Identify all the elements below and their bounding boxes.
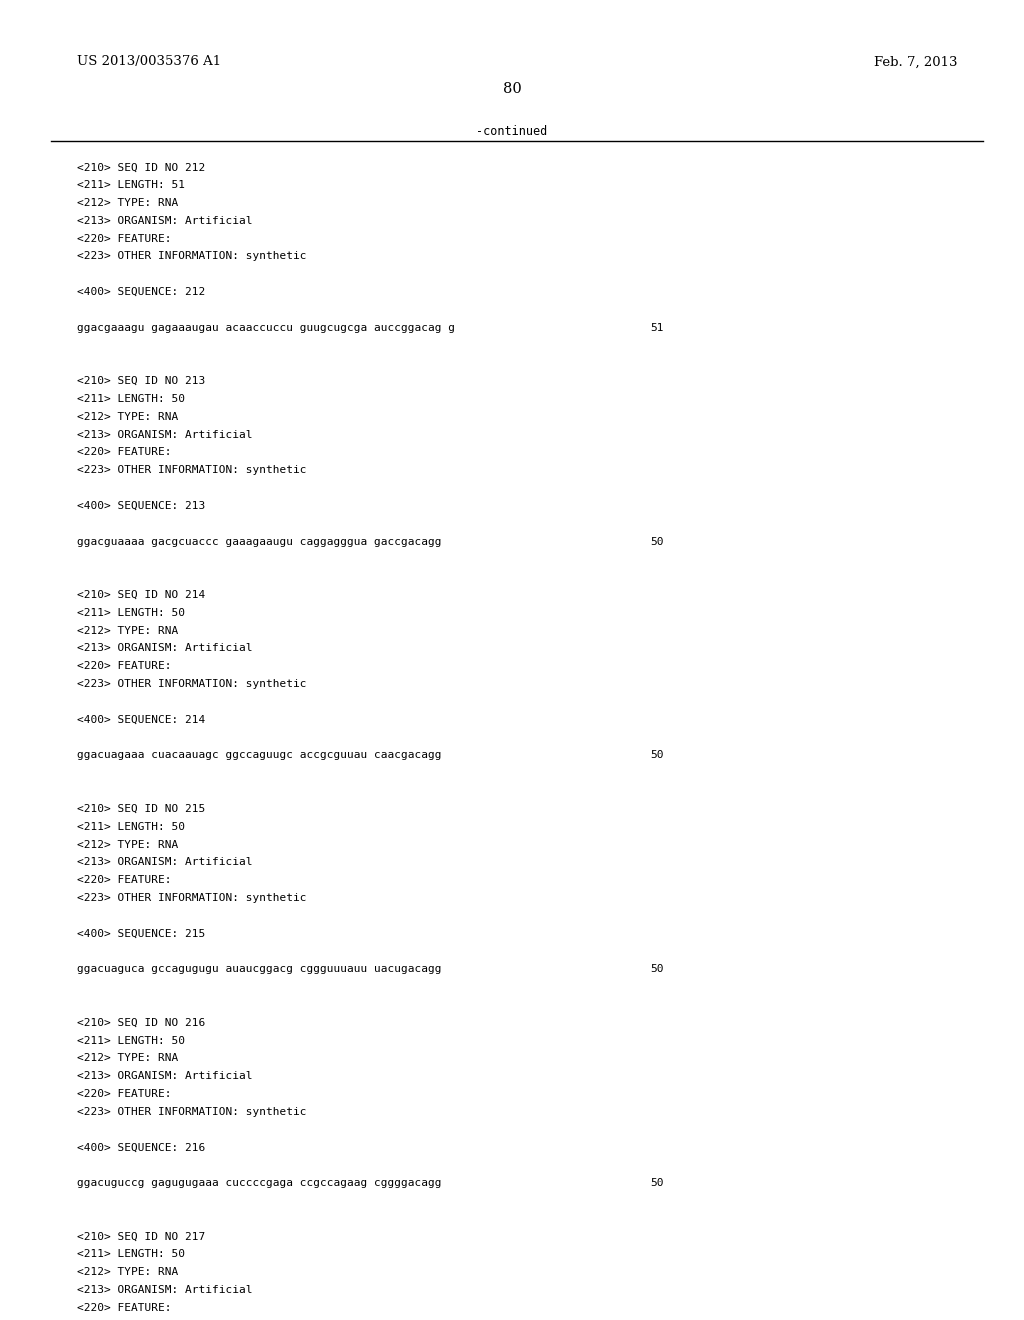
Text: <213> ORGANISM: Artificial: <213> ORGANISM: Artificial [77, 1071, 252, 1081]
Text: <210> SEQ ID NO 212: <210> SEQ ID NO 212 [77, 162, 205, 173]
Text: ggacguaaaa gacgcuaccc gaaagaaugu caggagggua gaccgacagg: ggacguaaaa gacgcuaccc gaaagaaugu caggagg… [77, 536, 441, 546]
Text: <220> FEATURE:: <220> FEATURE: [77, 447, 171, 458]
Text: <210> SEQ ID NO 213: <210> SEQ ID NO 213 [77, 376, 205, 387]
Text: <212> TYPE: RNA: <212> TYPE: RNA [77, 1267, 178, 1278]
Text: 51: 51 [650, 322, 664, 333]
Text: <220> FEATURE:: <220> FEATURE: [77, 1089, 171, 1100]
Text: 80: 80 [503, 82, 521, 96]
Text: ggacuagaaa cuacaauagc ggccaguugc accgcguuau caacgacagg: ggacuagaaa cuacaauagc ggccaguugc accgcgu… [77, 750, 441, 760]
Text: <213> ORGANISM: Artificial: <213> ORGANISM: Artificial [77, 857, 252, 867]
Text: <212> TYPE: RNA: <212> TYPE: RNA [77, 1053, 178, 1064]
Text: 50: 50 [650, 1177, 664, 1188]
Text: <212> TYPE: RNA: <212> TYPE: RNA [77, 198, 178, 209]
Text: <213> ORGANISM: Artificial: <213> ORGANISM: Artificial [77, 643, 252, 653]
Text: <210> SEQ ID NO 216: <210> SEQ ID NO 216 [77, 1018, 205, 1028]
Text: <223> OTHER INFORMATION: synthetic: <223> OTHER INFORMATION: synthetic [77, 892, 306, 903]
Text: <212> TYPE: RNA: <212> TYPE: RNA [77, 412, 178, 422]
Text: <400> SEQUENCE: 212: <400> SEQUENCE: 212 [77, 286, 205, 297]
Text: ggacuaguca gccagugugu auaucggacg cggguuuauu uacugacagg: ggacuaguca gccagugugu auaucggacg cggguuu… [77, 964, 441, 974]
Text: <212> TYPE: RNA: <212> TYPE: RNA [77, 840, 178, 850]
Text: <211> LENGTH: 50: <211> LENGTH: 50 [77, 1035, 184, 1045]
Text: <211> LENGTH: 51: <211> LENGTH: 51 [77, 180, 184, 190]
Text: <213> ORGANISM: Artificial: <213> ORGANISM: Artificial [77, 429, 252, 440]
Text: <210> SEQ ID NO 217: <210> SEQ ID NO 217 [77, 1232, 205, 1242]
Text: Feb. 7, 2013: Feb. 7, 2013 [873, 55, 957, 69]
Text: <211> LENGTH: 50: <211> LENGTH: 50 [77, 821, 184, 832]
Text: ggacuguccg gagugugaaa cuccccgaga ccgccagaag cggggacagg: ggacuguccg gagugugaaa cuccccgaga ccgccag… [77, 1177, 441, 1188]
Text: <213> ORGANISM: Artificial: <213> ORGANISM: Artificial [77, 215, 252, 226]
Text: <400> SEQUENCE: 213: <400> SEQUENCE: 213 [77, 500, 205, 511]
Text: -continued: -continued [476, 125, 548, 139]
Text: <210> SEQ ID NO 214: <210> SEQ ID NO 214 [77, 590, 205, 601]
Text: <211> LENGTH: 50: <211> LENGTH: 50 [77, 607, 184, 618]
Text: <400> SEQUENCE: 215: <400> SEQUENCE: 215 [77, 928, 205, 939]
Text: <400> SEQUENCE: 214: <400> SEQUENCE: 214 [77, 714, 205, 725]
Text: <223> OTHER INFORMATION: synthetic: <223> OTHER INFORMATION: synthetic [77, 251, 306, 261]
Text: 50: 50 [650, 536, 664, 546]
Text: <211> LENGTH: 50: <211> LENGTH: 50 [77, 1249, 184, 1259]
Text: <220> FEATURE:: <220> FEATURE: [77, 875, 171, 886]
Text: <210> SEQ ID NO 215: <210> SEQ ID NO 215 [77, 804, 205, 814]
Text: <223> OTHER INFORMATION: synthetic: <223> OTHER INFORMATION: synthetic [77, 1106, 306, 1117]
Text: 50: 50 [650, 964, 664, 974]
Text: <211> LENGTH: 50: <211> LENGTH: 50 [77, 393, 184, 404]
Text: <223> OTHER INFORMATION: synthetic: <223> OTHER INFORMATION: synthetic [77, 678, 306, 689]
Text: US 2013/0035376 A1: US 2013/0035376 A1 [77, 55, 221, 69]
Text: <220> FEATURE:: <220> FEATURE: [77, 234, 171, 244]
Text: <212> TYPE: RNA: <212> TYPE: RNA [77, 626, 178, 636]
Text: <220> FEATURE:: <220> FEATURE: [77, 1303, 171, 1313]
Text: <220> FEATURE:: <220> FEATURE: [77, 661, 171, 672]
Text: <223> OTHER INFORMATION: synthetic: <223> OTHER INFORMATION: synthetic [77, 465, 306, 475]
Text: <213> ORGANISM: Artificial: <213> ORGANISM: Artificial [77, 1284, 252, 1295]
Text: 50: 50 [650, 750, 664, 760]
Text: <400> SEQUENCE: 216: <400> SEQUENCE: 216 [77, 1142, 205, 1152]
Text: ggacgaaagu gagaaaugau acaaccuccu guugcugcga auccggacag g: ggacgaaagu gagaaaugau acaaccuccu guugcug… [77, 322, 455, 333]
